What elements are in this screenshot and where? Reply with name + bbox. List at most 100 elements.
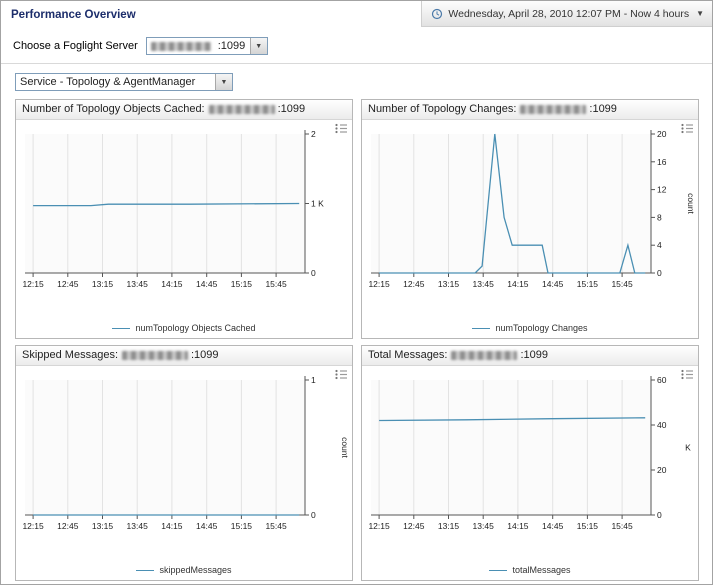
line-chart: 12:15 12:45 13:15 13:45 14:15 14:45 15:15 15:45… (22, 375, 350, 531)
chart-title: Total Messages: :1099 (362, 346, 698, 366)
svg-text:13:45: 13:45 (473, 279, 495, 289)
service-select[interactable]: Service - Topology & AgentManager ▼ (15, 73, 233, 91)
svg-text:count: count (686, 193, 696, 214)
svg-text:13:15: 13:15 (438, 521, 460, 531)
server-port: :1099 (520, 349, 549, 361)
charts-row-1: Number of Topology Objects Cached::1099 … (15, 99, 712, 339)
svg-text:0: 0 (657, 510, 662, 520)
chart-title: Number of Topology Changes: :1099 (362, 100, 698, 120)
chart-title-text: Total Messages: (368, 349, 448, 361)
svg-text:15:45: 15:45 (265, 279, 287, 289)
legend: numTopology Objects Cached (16, 323, 352, 333)
server-name-redacted (208, 104, 275, 114)
svg-text:0: 0 (311, 510, 316, 520)
legend-label: numTopology Changes (495, 323, 588, 333)
svg-text:0: 0 (311, 268, 316, 278)
customizer-icon[interactable] (680, 123, 694, 134)
chevron-down-icon: ▼ (696, 9, 704, 18)
server-name-redacted (520, 104, 587, 114)
svg-text:1 K: 1 K (311, 199, 324, 209)
legend-line-swatch (472, 327, 491, 329)
svg-text:14:45: 14:45 (196, 521, 218, 531)
server-port: :1099 (277, 103, 306, 115)
svg-text:16: 16 (657, 157, 667, 167)
legend-line-swatch (136, 569, 155, 571)
chart-title: Skipped Messages: :1099 (16, 346, 352, 366)
svg-text:12:15: 12:15 (368, 521, 390, 531)
svg-text:count: count (340, 437, 350, 458)
service-select-value: Service - Topology & AgentManager (20, 76, 196, 88)
svg-text:12:45: 12:45 (403, 279, 425, 289)
svg-text:13:15: 13:15 (92, 279, 114, 289)
legend: skippedMessages (16, 565, 352, 575)
legend-line-swatch (489, 569, 508, 571)
svg-text:13:45: 13:45 (473, 521, 495, 531)
svg-text:13:45: 13:45 (127, 279, 149, 289)
svg-text:14:15: 14:15 (161, 521, 183, 531)
page-title: Performance Overview (11, 9, 136, 21)
chart-title-text: Number of Topology Changes: (368, 103, 517, 115)
svg-text:15:45: 15:45 (611, 521, 633, 531)
customizer-icon[interactable] (680, 369, 694, 380)
line-chart: 12:15 12:45 13:15 13:45 14:15 14:45 15:15 15:45… (22, 129, 324, 289)
svg-text:K: K (685, 443, 691, 453)
svg-text:40: 40 (657, 420, 667, 430)
time-range-selector[interactable]: Wednesday, April 28, 2010 12:07 PM - Now… (421, 1, 712, 27)
customizer-icon[interactable] (334, 369, 348, 380)
svg-text:12:15: 12:15 (368, 279, 390, 289)
customizer-icon[interactable] (334, 123, 348, 134)
chart-title-text: Number of Topology Objects Cached: (22, 103, 205, 115)
server-selector-row: Choose a Foglight Server :1099 ▼ (1, 31, 712, 63)
svg-text:13:15: 13:15 (438, 279, 460, 289)
time-range-label: Wednesday, April 28, 2010 12:07 PM - Now… (448, 7, 690, 20)
dropdown-arrow-icon[interactable]: ▼ (215, 74, 232, 90)
server-port: :1099 (589, 103, 617, 115)
server-name-redacted (150, 41, 211, 51)
svg-text:12:45: 12:45 (57, 521, 79, 531)
legend-label: totalMessages (512, 565, 571, 575)
svg-text:2: 2 (311, 129, 316, 139)
svg-text:15:45: 15:45 (611, 279, 633, 289)
line-chart: 12:15 12:45 13:15 13:45 14:15 14:45 15:15 15:45… (368, 129, 696, 289)
svg-text:15:15: 15:15 (231, 521, 253, 531)
charts-grid: Number of Topology Objects Cached::1099 … (1, 99, 712, 581)
svg-text:12: 12 (657, 185, 667, 195)
dropdown-arrow-icon[interactable]: ▼ (249, 38, 267, 54)
svg-text:12:45: 12:45 (57, 279, 79, 289)
clock-icon (432, 8, 443, 19)
svg-text:12:45: 12:45 (403, 521, 425, 531)
legend-label: numTopology Objects Cached (135, 323, 256, 333)
svg-text:15:15: 15:15 (577, 521, 599, 531)
chart-title-text: Skipped Messages: (22, 349, 118, 361)
svg-text:15:15: 15:15 (231, 279, 253, 289)
svg-text:15:45: 15:45 (265, 521, 287, 531)
server-name-redacted (122, 350, 188, 360)
charts-row-2: Skipped Messages: :1099 12:15 12:45 13:15 13… (15, 345, 712, 581)
server-select[interactable]: :1099 ▼ (145, 37, 268, 55)
server-selector-label: Choose a Foglight Server (13, 40, 138, 52)
svg-text:20: 20 (657, 129, 667, 139)
legend: numTopology Changes (362, 323, 698, 333)
server-port: :1099 (191, 349, 219, 361)
separator (1, 63, 712, 64)
svg-text:14:45: 14:45 (542, 279, 564, 289)
chart-panel-skipped-messages: Skipped Messages::1099 12:15 12:45 13:15 13… (15, 345, 353, 581)
chart-title: Number of Topology Objects Cached: :1099 (16, 100, 352, 120)
svg-text:14:45: 14:45 (542, 521, 564, 531)
svg-text:14:45: 14:45 (196, 279, 218, 289)
chart-panel-total-messages: Total Messages: :1099 12:15 12:45 13:15 13:4… (361, 345, 699, 581)
svg-text:14:15: 14:15 (507, 279, 529, 289)
svg-text:12:15: 12:15 (22, 279, 44, 289)
svg-text:12:15: 12:15 (22, 521, 44, 531)
chart-panel-topology-objects-cached: Number of Topology Objects Cached::1099 … (15, 99, 353, 339)
server-name-redacted (451, 350, 518, 360)
svg-text:14:15: 14:15 (507, 521, 529, 531)
legend-label: skippedMessages (159, 565, 232, 575)
svg-text:1: 1 (311, 375, 316, 385)
line-chart: 12:15 12:45 13:15 13:45 14:15 14:45 15:15 15:45… (368, 375, 691, 531)
svg-text:8: 8 (657, 212, 662, 222)
svg-text:13:15: 13:15 (92, 521, 114, 531)
svg-text:4: 4 (657, 240, 662, 250)
svg-text:0: 0 (657, 268, 662, 278)
